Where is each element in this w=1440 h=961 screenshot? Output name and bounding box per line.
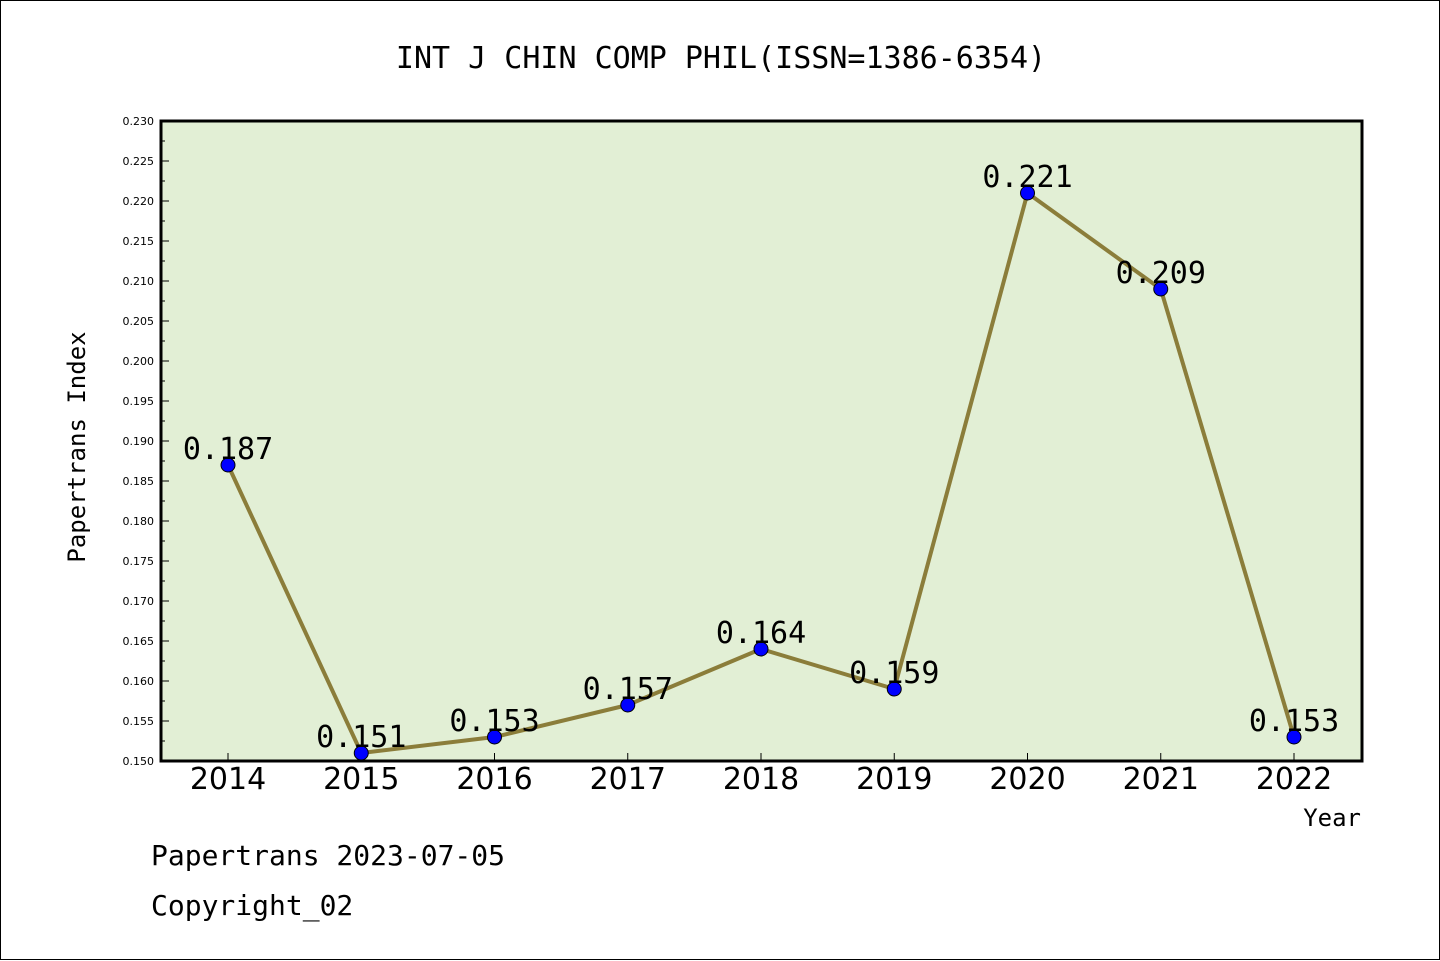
data-point: [886, 681, 902, 697]
x-axis: 2014 2015 2016 2017 2018 2019 2020 2021 2022: [190, 753, 1332, 797]
y-tick-label: 0.220: [123, 195, 155, 208]
y-tick-label: 0.225: [123, 155, 155, 168]
x-tick-label: 2017: [590, 762, 666, 797]
plot-area: [159, 119, 1364, 763]
data-label: 0.157: [583, 672, 673, 707]
chart-title: INT J CHIN COMP PHIL(ISSN=1386-6354): [396, 41, 1046, 76]
x-tick-label: 2016: [456, 762, 532, 797]
data-point: [753, 641, 769, 657]
y-tick-label: 0.205: [123, 315, 155, 328]
y-axis: 0.150 0.155 0.160 0.165 0.170 0.175 0.180 0.185…: [123, 115, 169, 768]
data-point: [220, 457, 236, 473]
data-point: [1020, 185, 1035, 201]
y-tick-label: 0.200: [123, 355, 155, 368]
x-tick-label: 2015: [323, 762, 399, 797]
data-point: [620, 697, 636, 713]
data-label: 0.159: [849, 656, 939, 691]
data-label: 0.153: [1249, 704, 1339, 739]
y-tick-label: 0.155: [123, 715, 155, 728]
y-tick-label: 0.230: [123, 115, 155, 128]
data-label: 0.153: [449, 704, 539, 739]
y-tick-label: 0.150: [123, 755, 155, 768]
y-tick-label: 0.165: [123, 635, 155, 648]
data-label: 0.164: [716, 616, 806, 651]
footer-copyright: Copyright_02: [151, 889, 353, 923]
data-point: [353, 745, 369, 761]
x-tick-label: 2020: [989, 762, 1065, 797]
x-tick-label: 2014: [190, 762, 266, 797]
x-tick-label: 2018: [723, 762, 799, 797]
data-label: 0.221: [982, 160, 1072, 195]
y-tick-label: 0.170: [123, 595, 155, 608]
y-tick-label: 0.175: [123, 555, 155, 568]
data-label: 0.209: [1116, 256, 1206, 291]
data-label: 0.187: [183, 432, 273, 467]
data-label: 0.151: [316, 720, 406, 755]
y-tick-label: 0.215: [123, 235, 155, 248]
y-tick-label: 0.190: [123, 435, 155, 448]
data-point: [487, 729, 502, 745]
x-tick-label: 2021: [1123, 762, 1199, 797]
y-tick-label: 0.180: [123, 515, 155, 528]
x-axis-label: Year: [1303, 804, 1361, 832]
y-tick-label: 0.195: [123, 395, 155, 408]
data-point: [1153, 281, 1169, 297]
x-tick-label: 2022: [1256, 762, 1332, 797]
series: [220, 185, 1302, 761]
y-tick-label: 0.210: [123, 275, 155, 288]
data-labels: 0.187 0.151 0.153 0.157 0.164 0.159 0.221 0.209…: [183, 160, 1339, 755]
data-point: [1286, 729, 1302, 745]
y-axis-label: Papertrans Index: [63, 331, 91, 562]
y-tick-label: 0.160: [123, 675, 155, 688]
y-tick-label: 0.185: [123, 475, 155, 488]
footer-source: Papertrans 2023-07-05: [151, 839, 505, 872]
x-tick-label: 2019: [856, 762, 932, 797]
